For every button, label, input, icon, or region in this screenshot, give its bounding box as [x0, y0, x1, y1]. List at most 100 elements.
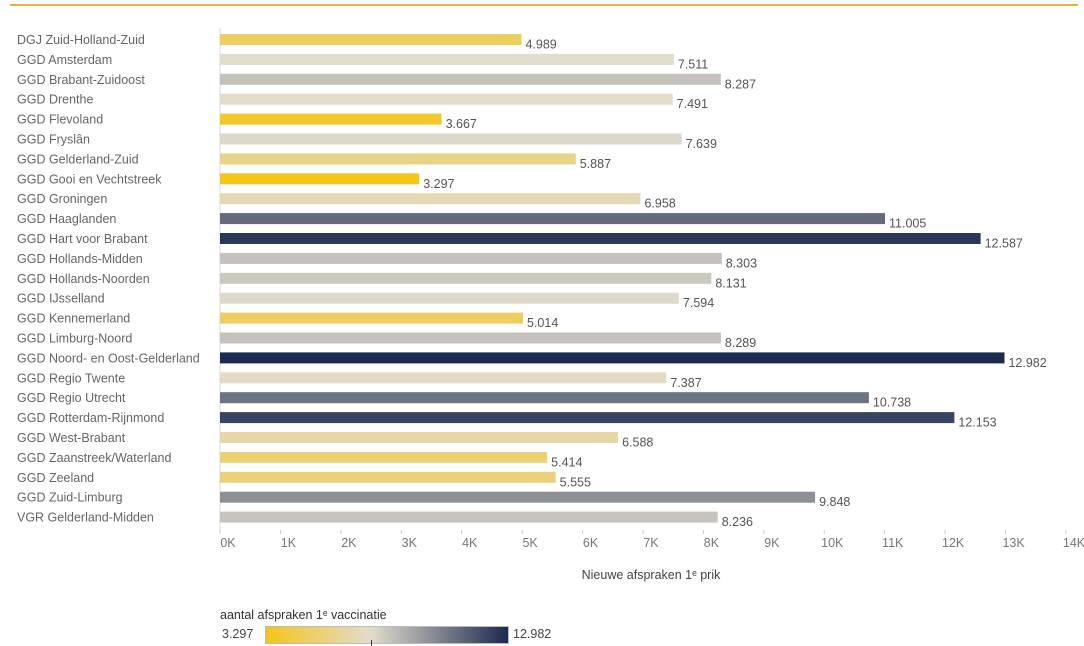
category-label: GGD Flevoland [17, 113, 103, 127]
top-rule [10, 4, 1078, 6]
category-label: DGJ Zuid-Holland-Zuid [17, 33, 145, 47]
value-label: 8.236 [722, 515, 753, 529]
x-tick-label: 12K [942, 536, 965, 550]
color-legend-gradient [265, 626, 509, 644]
color-legend-marker [371, 640, 372, 646]
x-tick-label: 4K [462, 536, 478, 550]
bar [220, 332, 721, 344]
value-label: 4.989 [525, 38, 556, 52]
bar [220, 451, 548, 463]
bar [220, 173, 420, 185]
value-label: 11.005 [889, 217, 926, 231]
value-label: 8.287 [725, 77, 756, 91]
bar [220, 153, 576, 165]
x-tick-label: 8K [704, 536, 720, 550]
category-label: GGD Rotterdam-Rijnmond [17, 411, 164, 425]
category-label: GGD Gooi en Vechtstreek [17, 172, 162, 186]
bar [220, 272, 712, 284]
category-label: GGD Haaglanden [17, 212, 116, 226]
bar [220, 412, 955, 424]
value-label: 5.555 [560, 475, 591, 489]
value-label: 6.958 [644, 197, 675, 211]
value-label: 5.887 [580, 157, 611, 171]
category-label: GGD West-Brabant [17, 431, 126, 445]
value-labels: 4.989 7.511 8.287 7.491 3.667 7.639 5.887 3.297… [423, 38, 1047, 530]
x-tick-label: 10K [821, 536, 844, 550]
category-label: GGD Zuid-Limburg [17, 491, 123, 505]
bar [220, 53, 674, 65]
x-axis-title: Nieuwe afspraken 1ᵉ prik [582, 568, 721, 582]
category-label: GGD Zaanstreek/Waterland [17, 451, 172, 465]
bar [220, 113, 442, 125]
bar [220, 252, 722, 264]
bar [220, 93, 673, 105]
category-label: GGD Zeeland [17, 471, 94, 485]
value-label: 7.387 [670, 376, 701, 390]
category-label: GGD Hart voor Brabant [17, 232, 148, 246]
category-label: VGR Gelderland-Midden [17, 511, 154, 525]
bar [220, 511, 718, 523]
bar [220, 34, 522, 45]
value-label: 3.297 [423, 177, 454, 191]
value-label: 12.153 [958, 416, 996, 430]
category-label: GGD Brabant-Zuidoost [17, 73, 145, 87]
bar [220, 73, 721, 85]
x-tick-label: 13K [1002, 536, 1025, 550]
bar [220, 471, 556, 483]
x-tick-label: 11K [882, 536, 904, 550]
value-label: 3.667 [446, 117, 477, 131]
bar [220, 193, 641, 205]
value-label: 5.414 [551, 455, 582, 469]
color-legend-max-label: 12.982 [513, 627, 552, 641]
category-label: GGD Noord- en Oost-Gelderland [17, 351, 200, 365]
category-label: GGD Gelderland-Zuid [17, 152, 139, 166]
x-tick-label: 0K [220, 536, 236, 550]
x-tick-label: 2K [341, 536, 357, 550]
x-axis-ticks: 0K 1K 2K 3K 4K 5K 6K 7K 8K 9K 10K 11K 12K 13K 14K [219, 530, 1084, 550]
bar [220, 133, 682, 145]
value-label: 12.587 [985, 237, 1023, 251]
value-label: 6.588 [622, 436, 653, 450]
category-label: GGD IJsselland [17, 292, 105, 306]
x-tick-label: 3K [402, 536, 418, 550]
value-label: 7.491 [677, 97, 708, 111]
x-tick-label: 5K [522, 536, 538, 550]
value-label: 5.014 [527, 316, 558, 330]
value-label: 7.639 [686, 137, 717, 151]
bar [220, 352, 1005, 364]
category-label: GGD Regio Utrecht [17, 391, 126, 405]
bar [220, 233, 981, 244]
value-label: 9.848 [819, 495, 850, 509]
category-label: GGD Fryslân [17, 133, 90, 147]
bar [220, 312, 523, 324]
bar [220, 392, 869, 404]
category-label: GGD Amsterdam [17, 53, 112, 67]
bars-group [219, 28, 1005, 530]
category-label: GGD Kennemerland [17, 312, 130, 326]
bar [220, 372, 667, 384]
x-tick-label: 6K [583, 536, 599, 550]
category-label: GGD Hollands-Midden [17, 252, 143, 266]
x-tick-label: 7K [643, 536, 659, 550]
value-label: 8.289 [725, 336, 756, 350]
x-tick-label: 14K [1063, 536, 1084, 550]
category-label: GGD Drenthe [17, 93, 93, 107]
color-legend-title: aantal afspraken 1ᵉ vaccinatie [220, 608, 387, 622]
value-label: 12.982 [1008, 356, 1046, 370]
category-labels: DGJ Zuid-Holland-Zuid GGD Amsterdam GGD Br… [17, 33, 200, 525]
value-label: 10.738 [873, 396, 911, 410]
x-tick-label: 1K [281, 536, 297, 550]
bar [220, 432, 619, 443]
bar [220, 292, 679, 304]
category-label: GGD Groningen [17, 192, 107, 206]
bar [220, 213, 886, 225]
category-label: GGD Hollands-Noorden [17, 272, 150, 286]
category-label: GGD Limburg-Noord [17, 332, 132, 346]
value-label: 8.131 [715, 276, 746, 290]
bar [220, 491, 816, 503]
value-label: 8.303 [726, 256, 757, 270]
value-label: 7.511 [678, 57, 708, 71]
bar-chart: DGJ Zuid-Holland-Zuid GGD Amsterdam GGD Br… [17, 28, 1084, 582]
value-label: 7.594 [683, 296, 714, 310]
color-legend-min-label: 3.297 [222, 627, 254, 641]
